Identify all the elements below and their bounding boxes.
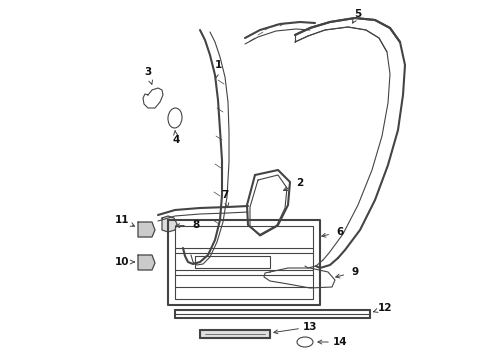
Text: 10: 10 xyxy=(115,257,129,267)
Polygon shape xyxy=(138,255,155,270)
Text: 6: 6 xyxy=(336,227,343,237)
Text: 2: 2 xyxy=(296,178,304,188)
Text: 3: 3 xyxy=(145,67,151,77)
Text: 12: 12 xyxy=(378,303,392,313)
Polygon shape xyxy=(200,330,270,338)
Text: 4: 4 xyxy=(172,135,180,145)
Text: 5: 5 xyxy=(354,9,362,19)
Text: 13: 13 xyxy=(303,322,317,332)
Text: 11: 11 xyxy=(115,215,129,225)
Text: 1: 1 xyxy=(215,60,221,70)
Text: 7: 7 xyxy=(221,190,229,200)
Text: 9: 9 xyxy=(351,267,359,277)
Polygon shape xyxy=(162,216,177,232)
Text: 14: 14 xyxy=(333,337,347,347)
Text: 8: 8 xyxy=(193,220,199,230)
Polygon shape xyxy=(138,222,155,237)
